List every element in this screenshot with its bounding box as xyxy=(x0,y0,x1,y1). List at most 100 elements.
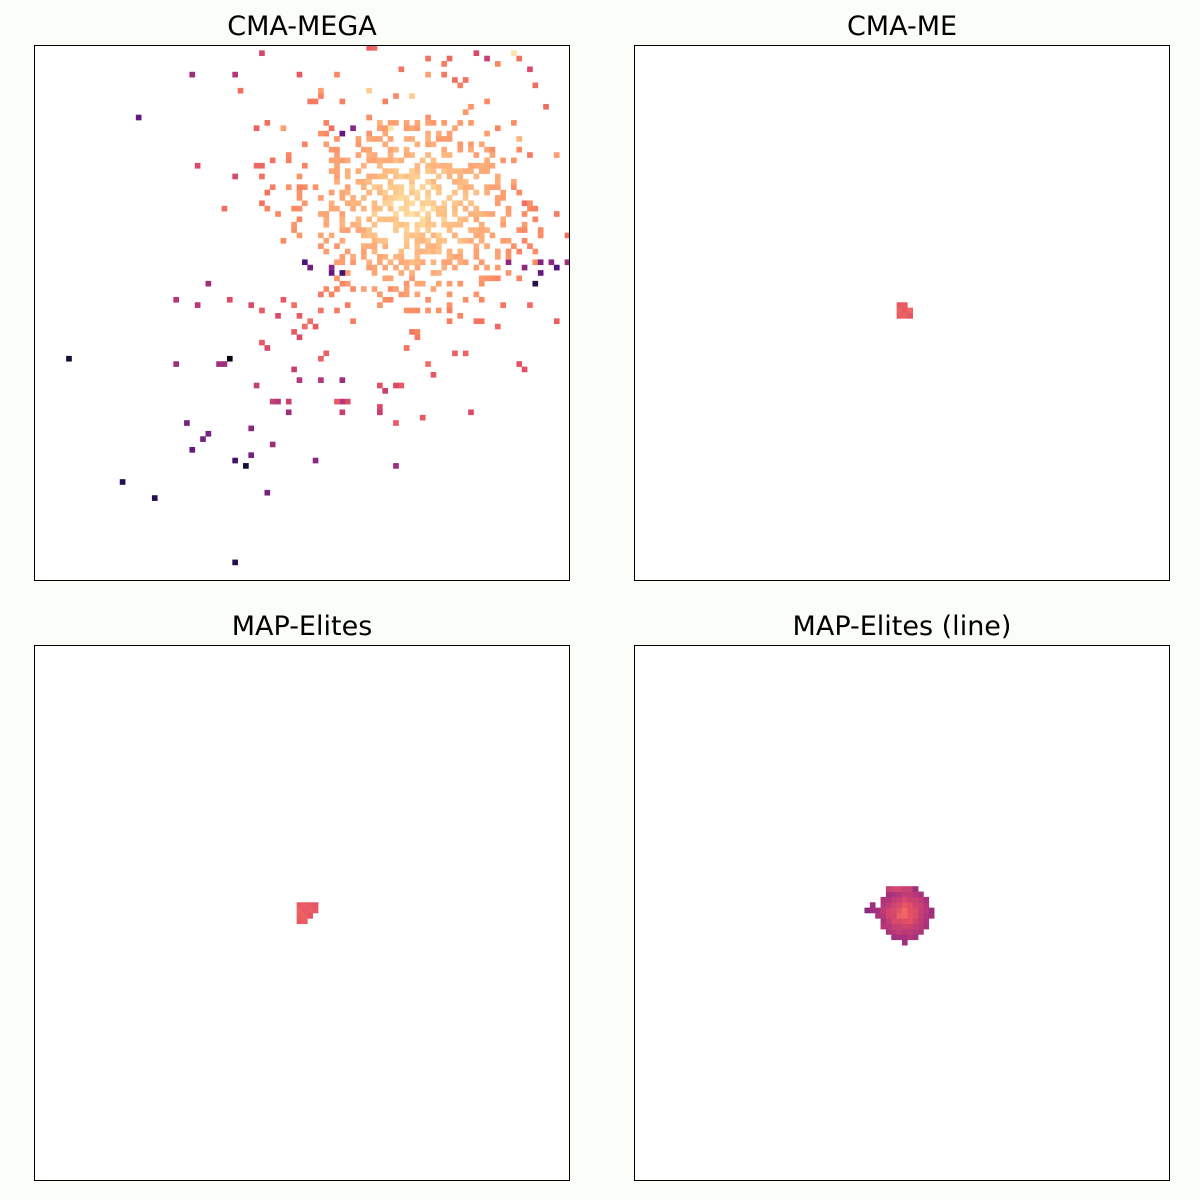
heatmap-cell xyxy=(875,907,881,914)
heatmap-cell xyxy=(360,243,367,249)
heatmap-cell xyxy=(398,173,405,180)
heatmap-cell xyxy=(398,184,405,191)
heatmap-cell xyxy=(382,189,389,196)
heatmap-cell xyxy=(419,280,426,287)
heatmap-cell xyxy=(189,447,196,453)
heatmap-cell xyxy=(403,120,410,126)
heatmap-cell xyxy=(425,216,431,223)
heatmap-cell xyxy=(200,436,206,442)
heatmap-cell xyxy=(912,923,919,930)
heatmap-cell xyxy=(371,286,378,292)
heatmap-cell xyxy=(398,382,405,389)
heatmap-cell xyxy=(457,179,464,185)
heatmap-cell xyxy=(253,125,260,132)
heatmap-cell xyxy=(462,189,469,196)
heatmap-cell xyxy=(302,162,308,169)
heatmap-cell xyxy=(896,307,903,314)
heatmap-cell xyxy=(923,918,930,925)
heatmap-cell xyxy=(323,130,330,137)
heatmap-cell xyxy=(366,264,372,271)
heatmap-cell xyxy=(366,189,372,196)
heatmap-cell xyxy=(425,243,431,249)
heatmap-cell xyxy=(371,232,378,239)
heatmap-cell xyxy=(291,329,297,335)
heatmap-cell xyxy=(891,918,897,925)
heatmap-cell xyxy=(339,189,346,196)
heatmap-cell xyxy=(500,157,506,164)
heatmap-cell xyxy=(457,280,464,287)
heatmap-cell xyxy=(462,179,469,185)
heatmap-cell xyxy=(473,189,480,196)
heatmap-cell xyxy=(918,918,924,925)
heatmap-cell xyxy=(564,232,570,239)
heatmap-cell xyxy=(296,232,303,239)
heatmap-cell xyxy=(296,907,303,914)
heatmap-cell xyxy=(511,50,517,57)
heatmap-cell xyxy=(425,296,431,303)
heatmap-cell xyxy=(425,248,431,255)
heatmap-cell xyxy=(875,913,881,919)
heatmap-cell xyxy=(527,152,533,158)
heatmap-cell xyxy=(885,918,892,925)
heatmap-cell xyxy=(446,248,453,255)
heatmap-cell xyxy=(446,168,453,174)
heatmap-cell xyxy=(296,913,303,919)
heatmap-cell xyxy=(232,71,238,78)
heatmap-cell xyxy=(398,259,405,266)
heatmap-cell xyxy=(387,259,394,266)
heatmap-cell xyxy=(366,146,372,153)
heatmap-cell xyxy=(259,50,265,57)
heatmap-cell xyxy=(896,907,903,914)
heatmap-cell xyxy=(350,318,356,325)
heatmap-cell xyxy=(478,162,485,169)
heatmap-cell xyxy=(419,184,426,191)
heatmap-cell xyxy=(339,237,346,244)
heatmap-cell xyxy=(403,232,410,239)
heatmap-cell xyxy=(918,913,924,919)
heatmap-cell xyxy=(907,313,914,319)
heatmap-cell xyxy=(355,221,362,228)
heatmap-cell xyxy=(387,195,394,201)
heatmap-cell xyxy=(457,141,464,148)
heatmap-cell xyxy=(441,152,448,158)
heatmap-cell xyxy=(387,184,394,191)
heatmap-cell xyxy=(393,195,399,201)
heatmap-cell xyxy=(323,216,330,223)
heatmap-cell xyxy=(387,136,394,142)
heatmap-cell xyxy=(334,152,340,158)
heatmap-cell xyxy=(452,221,458,228)
heatmap-cell xyxy=(350,205,356,212)
heatmap-cell xyxy=(425,227,431,233)
heatmap-cell xyxy=(371,173,378,180)
heatmap-cell xyxy=(896,918,903,925)
heatmap-cell xyxy=(425,136,431,142)
heatmap-cell xyxy=(452,189,458,196)
heatmap-cell xyxy=(318,355,324,362)
heatmap-cell xyxy=(360,248,367,255)
heatmap-cell xyxy=(264,205,271,212)
heatmap-cell xyxy=(457,216,464,223)
heatmap-cell xyxy=(339,211,346,217)
heatmap-cell xyxy=(318,195,324,201)
heatmap-cell xyxy=(350,254,356,260)
heatmap-cell xyxy=(382,200,389,207)
heatmap-cell xyxy=(414,307,421,314)
heatmap-cell xyxy=(318,93,324,99)
heatmap-cell xyxy=(478,141,485,148)
heatmap-cell xyxy=(425,221,431,228)
heatmap-cell xyxy=(419,259,426,266)
heatmap-cell xyxy=(393,221,399,228)
heatmap-cell xyxy=(452,232,458,239)
heatmap-cell xyxy=(446,136,453,142)
heatmap-cell xyxy=(403,237,410,244)
heatmap-cell xyxy=(473,216,480,223)
heatmap-cell xyxy=(553,211,560,217)
heatmap-cell xyxy=(344,184,351,191)
heatmap-cell xyxy=(371,184,378,191)
heatmap-cell xyxy=(344,227,351,233)
heatmap-cell xyxy=(505,270,512,276)
heatmap-cell xyxy=(243,463,249,469)
heatmap-cell xyxy=(896,886,903,892)
heatmap-cell xyxy=(494,125,501,132)
